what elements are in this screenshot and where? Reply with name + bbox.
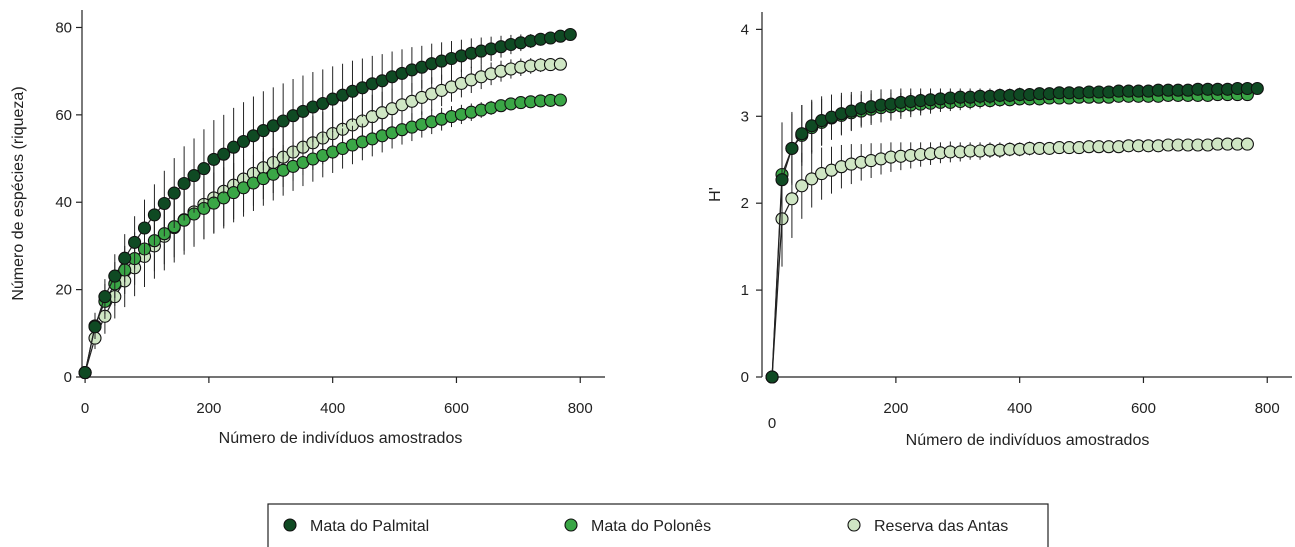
data-point <box>137 221 152 235</box>
legend: Mata do Palmital Mata do Polonês Reserva… <box>267 503 1049 547</box>
diversity-y-axis-title: H' <box>707 187 724 202</box>
richness-y-axis-title: Número de espécies (riqueza) <box>10 86 27 300</box>
data-point <box>197 162 211 176</box>
richness-y-tick-label: 60 <box>55 107 72 124</box>
richness-x-tick-label: 800 <box>568 400 593 417</box>
data-point <box>765 370 779 384</box>
diversity-y-tick-label: 2 <box>741 195 749 212</box>
legend-label-mata-do-polones: Mata do Polonês <box>591 518 711 535</box>
data-point <box>128 235 142 249</box>
diversity-x-axis-title: Número de indivíduos amostrados <box>906 432 1150 449</box>
legend-label-mata-do-palmital: Mata do Palmital <box>310 518 429 535</box>
data-point <box>167 186 181 200</box>
series-line <box>771 143 1248 378</box>
data-point <box>775 173 789 187</box>
diversity-x-tick-label: 0 <box>768 415 776 432</box>
data-point <box>177 176 191 191</box>
diversity-x-tick-label: 600 <box>1131 400 1156 417</box>
data-point <box>187 169 201 183</box>
richness-x-tick-label: 0 <box>81 400 89 417</box>
data-point <box>227 140 241 154</box>
series-line <box>771 93 1248 378</box>
richness-y-tick-label: 80 <box>55 19 72 36</box>
data-point <box>98 290 112 304</box>
data-point <box>553 57 567 71</box>
richness-y-tick-label: 40 <box>55 194 72 211</box>
data-point <box>108 269 122 283</box>
series-line <box>771 87 1258 378</box>
data-point <box>553 93 567 107</box>
data-point <box>78 366 92 380</box>
legend-swatch-mata-do-polones <box>564 518 578 532</box>
diversity-y-tick-label: 3 <box>741 108 749 125</box>
data-point <box>157 196 171 211</box>
diversity-x-tick-label: 200 <box>883 400 908 417</box>
diversity-series-mata-do-polones <box>765 88 1254 384</box>
data-point <box>118 251 132 265</box>
richness-x-tick-label: 200 <box>196 400 221 417</box>
richness-y-tick-label: 0 <box>64 369 72 386</box>
data-point <box>217 147 231 161</box>
legend-box <box>267 503 1049 547</box>
data-point <box>805 172 819 186</box>
data-point <box>147 208 161 222</box>
diversity-x-tick-label: 400 <box>1007 400 1032 417</box>
data-point <box>88 320 102 334</box>
richness-x-tick-label: 600 <box>444 400 469 417</box>
diversity-series-mata-do-palmital <box>765 81 1264 384</box>
legend-swatch-reserva-das-antas <box>847 518 861 532</box>
legend-swatch-mata-do-palmital <box>283 518 297 532</box>
richness-series-mata-do-palmital <box>78 27 577 380</box>
data-point <box>276 114 290 128</box>
diversity-y-tick-label: 1 <box>741 282 749 299</box>
legend-label-reserva-das-antas: Reserva das Antas <box>874 518 1008 535</box>
data-point <box>1250 81 1264 96</box>
data-point <box>795 127 809 141</box>
data-point <box>795 179 809 193</box>
diversity-y-tick-label: 4 <box>741 21 749 38</box>
richness-y-tick-label: 20 <box>55 282 72 299</box>
data-point <box>236 134 251 149</box>
data-point <box>785 192 799 206</box>
diversity-y-tick-label: 0 <box>741 369 749 386</box>
data-point <box>563 27 577 42</box>
data-point <box>785 141 799 155</box>
data-point <box>1240 137 1254 151</box>
diversity-series-reserva-das-antas <box>765 137 1254 384</box>
diversity-x-tick-label: 800 <box>1255 400 1280 417</box>
richness-x-tick-label: 400 <box>320 400 345 417</box>
richness-x-axis-title: Número de indivíduos amostrados <box>219 430 463 447</box>
diversity-chart: 0 1 2 3 4 0 200 400 600 800 Número de indivíduos a… <box>707 12 1292 449</box>
